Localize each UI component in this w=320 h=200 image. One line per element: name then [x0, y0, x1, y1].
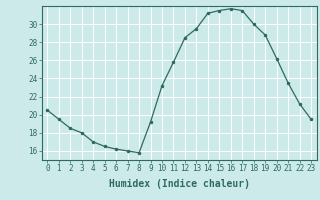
X-axis label: Humidex (Indice chaleur): Humidex (Indice chaleur)	[109, 179, 250, 189]
